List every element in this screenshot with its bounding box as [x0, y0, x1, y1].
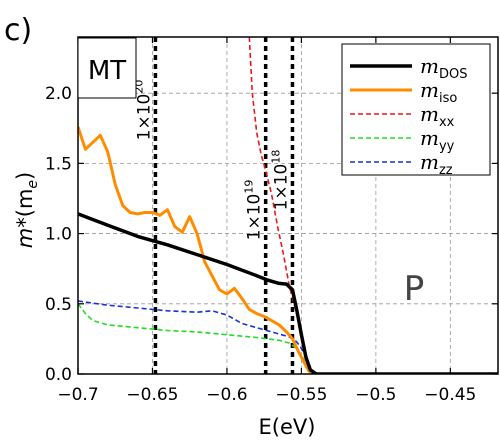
vline-label-1: 1×1019: [243, 180, 265, 241]
mt-label: MT: [88, 56, 126, 86]
y-tick-label-3: 1.5: [45, 154, 72, 174]
y-tick-label-2: 1.0: [45, 225, 72, 245]
x-tick-label-5: −0.45: [424, 385, 476, 405]
x-tick-label-4: −0.5: [355, 385, 396, 405]
x-tick-label-1: −0.65: [126, 385, 178, 405]
series-dos-line: [78, 212, 498, 374]
legend-label-zz: mzz: [420, 150, 453, 178]
svg-text:1×1019: 1×1019: [243, 180, 265, 241]
y-tick-label-1: 0.5: [45, 295, 72, 315]
panel-label: c): [4, 13, 32, 48]
region-p-label: P: [404, 269, 425, 309]
vline-label-2: 1×1018: [269, 150, 291, 211]
x-tick-label-3: −0.55: [275, 385, 327, 405]
legend-label-yy: myy: [420, 126, 455, 154]
legend-label-dos: mDOS: [420, 54, 467, 82]
series-lines: [78, 37, 498, 374]
series-zz-line: [78, 300, 498, 374]
series-yy-line: [78, 303, 498, 374]
y-axis-ticks: 0.0 0.5 1.0 1.5 2.0: [45, 84, 498, 385]
plot-frame: [77, 36, 499, 375]
y-axis-label-unit-sub: e: [25, 180, 41, 189]
y-tick-label-0: 0.0: [45, 365, 72, 385]
legend-label-xx: mxx: [420, 102, 455, 130]
x-axis-label: E(eV): [259, 415, 316, 439]
legend-box: [341, 43, 491, 176]
y-axis-label-main: m*: [13, 217, 37, 248]
legend-label-iso: miso: [420, 78, 457, 106]
y-axis-label-unit: (m: [13, 189, 37, 218]
y-axis-label-close: ): [13, 172, 37, 180]
series-xx-line: [248, 37, 498, 374]
y-tick-label-4: 2.0: [45, 84, 72, 104]
x-axis-ticks: −0.7 −0.65 −0.6 −0.55 −0.5 −0.45: [57, 37, 476, 405]
x-tick-label-0: −0.7: [57, 385, 98, 405]
x-tick-label-2: −0.6: [206, 385, 247, 405]
svg-text:m*(me): m*(me): [13, 172, 41, 248]
series-iso-line: [78, 126, 498, 374]
mt-box: [77, 37, 137, 99]
svg-text:1×1018: 1×1018: [269, 150, 291, 211]
y-axis-label: m*(me): [13, 172, 41, 248]
